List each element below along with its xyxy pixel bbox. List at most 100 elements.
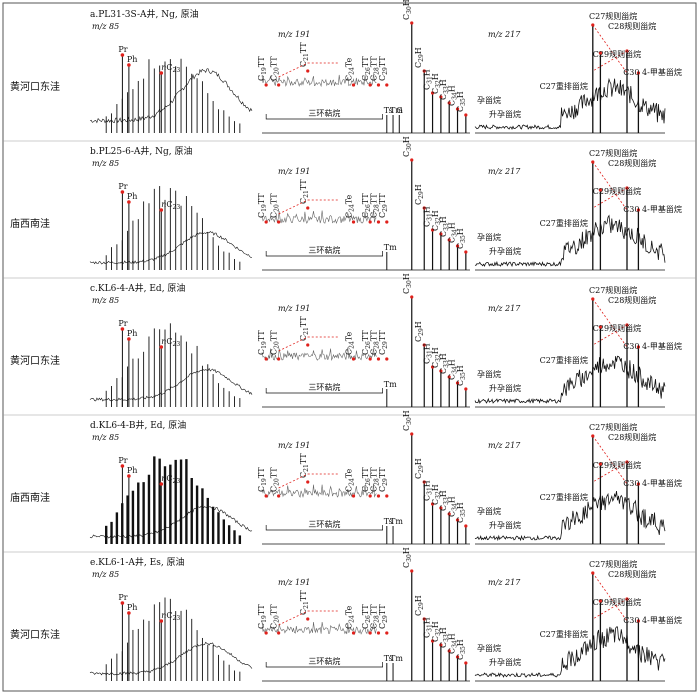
well-area-label: 庙西南洼 bbox=[10, 217, 50, 230]
tricyclic-trace bbox=[261, 621, 377, 636]
hopane-label: C31H bbox=[423, 617, 434, 638]
sterane-label: 升孕甾烷 bbox=[489, 109, 521, 119]
tricyclic-link bbox=[278, 62, 308, 78]
sample-title: e.KL6-1-A井, Es, 原油 bbox=[90, 556, 185, 568]
hopane-label-text: C30H bbox=[402, 547, 413, 568]
sterane-marker bbox=[598, 51, 603, 55]
n-alkane-peak-label: Ph bbox=[127, 603, 138, 612]
hopane-label-text: C31H bbox=[423, 617, 434, 638]
well-area-label: 庙西南洼 bbox=[10, 491, 50, 504]
hopane-label: C33H bbox=[439, 79, 450, 100]
n-alkane-peak-label: Pr bbox=[118, 182, 127, 191]
mz217-label: m/z 217 bbox=[488, 167, 521, 176]
hopane-marker bbox=[464, 524, 468, 528]
sterane-marker bbox=[598, 599, 603, 603]
sterane-marker bbox=[598, 462, 603, 466]
ts-tm-label: Ts bbox=[384, 654, 393, 663]
well-area-label: 黄河口东洼 bbox=[10, 628, 60, 641]
hopane-label: C32H bbox=[431, 484, 442, 505]
tricyclic-label-text: C28TT bbox=[369, 604, 380, 629]
tricyclic-label: C26TT bbox=[361, 467, 372, 492]
hopane-label-text: C35H bbox=[456, 228, 467, 249]
n-alkane-peak-label-text: nC23 bbox=[161, 611, 180, 622]
hopane-label-text: C33H bbox=[439, 353, 450, 374]
tricyclic-link bbox=[278, 610, 308, 626]
mz85-baseline-trace bbox=[89, 641, 253, 676]
hopane-label-text: C29H bbox=[414, 47, 425, 68]
hopane-label: C30H bbox=[402, 410, 413, 431]
hopane-label: C32H bbox=[431, 621, 442, 642]
tricyclic-label: C19TT bbox=[257, 604, 268, 629]
tricyclic-label: C20TT bbox=[270, 330, 281, 355]
hopane-marker bbox=[447, 101, 451, 105]
tricyclic-label: C29TT bbox=[378, 56, 389, 81]
tricyclic-bracket bbox=[265, 251, 383, 257]
n-alkane-peak-label-text: nC23 bbox=[161, 474, 180, 485]
hopane-label: C34H bbox=[448, 359, 459, 380]
sterane-marker bbox=[636, 345, 641, 349]
ts-tm-label: Ts bbox=[384, 517, 393, 526]
tricyclic-label-text: C29TT bbox=[378, 604, 389, 629]
n-alkane-peak-label: Pr bbox=[118, 45, 127, 54]
tricyclic-marker bbox=[306, 69, 310, 73]
tricyclic-label-text: C19TT bbox=[257, 330, 268, 355]
hopane-label: C30H bbox=[402, 547, 413, 568]
hopane-label-text: C34H bbox=[448, 359, 459, 380]
tricyclic-marker bbox=[306, 206, 310, 210]
hopane-marker bbox=[422, 480, 426, 484]
n-alkane-peak-label: nC23 bbox=[161, 611, 180, 622]
hopane-label: C34H bbox=[448, 85, 459, 106]
tricyclic-trace bbox=[261, 484, 377, 498]
tricyclic-marker bbox=[368, 220, 372, 224]
hopane-label: C29H bbox=[414, 595, 425, 616]
hopane-marker bbox=[455, 381, 460, 385]
tricyclic-label-text: C20TT bbox=[270, 604, 281, 629]
hopane-label: C30H bbox=[402, 136, 413, 157]
sterane-marker bbox=[636, 208, 641, 212]
hopane-label: C35H bbox=[456, 91, 467, 112]
tricyclic-label-text: C28TT bbox=[369, 467, 380, 492]
tricyclic-label: C28TT bbox=[369, 467, 380, 492]
hopane-label: C32H bbox=[431, 210, 442, 231]
hopane-label-text: C30H bbox=[402, 136, 413, 157]
hopane-label-text: C29H bbox=[414, 321, 425, 342]
ts-tm-label: Tm bbox=[390, 654, 403, 663]
n-alkane-peak-label-text: Ph bbox=[127, 192, 138, 201]
hopane-marker bbox=[447, 375, 451, 379]
sterane-label: C30 4-甲基甾烷 bbox=[623, 478, 682, 488]
tricyclic-marker bbox=[277, 494, 281, 498]
sterane-label: 孕甾烷 bbox=[477, 95, 501, 105]
sample-title: d.KL6-4-B井, Ed, 原油 bbox=[90, 419, 186, 431]
hopane-marker bbox=[447, 238, 451, 242]
hopane-label-text: C34H bbox=[448, 633, 459, 654]
tricyclic-label: C21TT bbox=[299, 453, 310, 478]
sterane-label: C28规则甾烷 bbox=[608, 21, 656, 31]
tricyclic-label-text: C26TT bbox=[361, 330, 372, 355]
sterane-label: C27重排甾烷 bbox=[540, 81, 588, 91]
hopane-label-text: C31H bbox=[423, 69, 434, 90]
tricyclic-label: C28TT bbox=[369, 56, 380, 81]
peak-marker bbox=[120, 53, 125, 57]
hopane-label: C35H bbox=[456, 228, 467, 249]
tricyclic-label-text: C21TT bbox=[299, 453, 310, 478]
hopane-marker bbox=[464, 387, 468, 391]
hopane-marker bbox=[422, 69, 426, 73]
well-area-label: 黄河口东洼 bbox=[10, 80, 60, 93]
tricyclic-label: C26TT bbox=[361, 56, 372, 81]
hopane-label-text: C33H bbox=[439, 79, 450, 100]
tricyclic-label-text: C26TT bbox=[361, 56, 372, 81]
tricyclic-bracket-label: 三环萜烷 bbox=[308, 108, 340, 118]
sterane-label: C30 4-甲基甾烷 bbox=[623, 341, 682, 351]
hopane-label: C34H bbox=[448, 633, 459, 654]
tricyclic-marker bbox=[376, 83, 381, 87]
n-alkane-peak-label-text: Ph bbox=[127, 466, 138, 475]
tricyclic-bracket-label: 三环萜烷 bbox=[308, 382, 340, 392]
tricyclic-marker bbox=[306, 343, 310, 347]
mz217-label: m/z 217 bbox=[488, 304, 521, 313]
tricyclic-label: C28TT bbox=[369, 604, 380, 629]
n-alkane-peak-label: nC23 bbox=[161, 474, 180, 485]
mz217-label: m/z 217 bbox=[488, 441, 521, 450]
sterane-link bbox=[592, 461, 628, 483]
tricyclic-marker bbox=[368, 631, 372, 635]
